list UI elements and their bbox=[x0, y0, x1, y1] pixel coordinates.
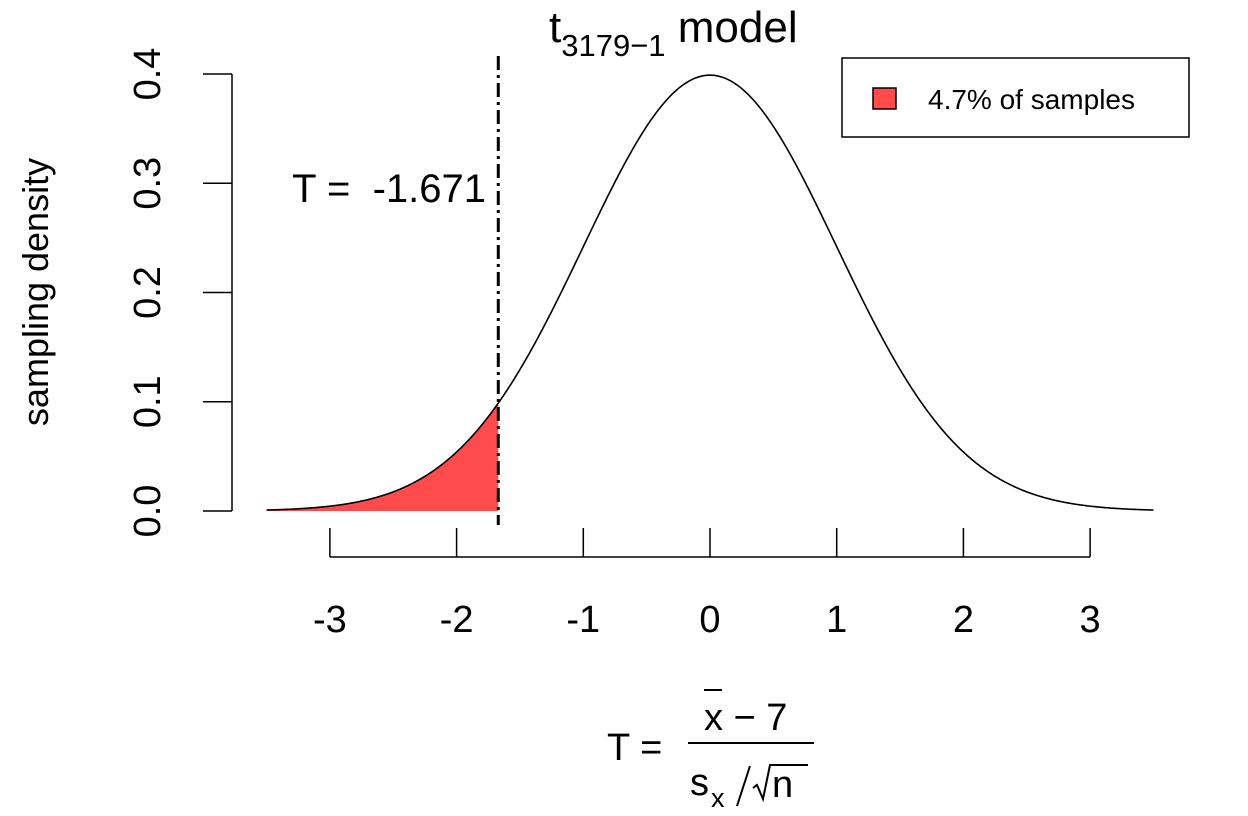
x-tick-label: 2 bbox=[953, 599, 974, 641]
x-tick-label: 3 bbox=[1080, 599, 1101, 641]
x-tick-label: -1 bbox=[566, 599, 600, 641]
legend-box bbox=[841, 57, 1190, 138]
chart-title: t3179−1 model bbox=[549, 3, 798, 63]
legend-label: 4.7% of samples bbox=[928, 84, 1135, 115]
y-tick-label: 0.3 bbox=[127, 157, 169, 210]
y-tick-label: 0.1 bbox=[127, 375, 169, 428]
x-label-numerator: x − 7 bbox=[704, 697, 787, 739]
x-label-lhs: T = bbox=[607, 727, 662, 769]
y-tick-label: 0.2 bbox=[127, 266, 169, 319]
density-curve bbox=[266, 74, 1154, 511]
x-axis-label: T = x − 7 s x n bbox=[607, 689, 814, 813]
sqrt-sign bbox=[752, 764, 808, 803]
x-label-denominator-sub: x bbox=[711, 783, 725, 813]
y-tick-label: 0.0 bbox=[127, 485, 169, 538]
y-axis-label: sampling density bbox=[15, 158, 56, 426]
y-tick-label: 0.4 bbox=[127, 48, 169, 101]
x-axis: -3 -2 -1 0 1 2 3 bbox=[313, 528, 1101, 641]
x-tick-label: 0 bbox=[699, 599, 720, 641]
legend-swatch bbox=[872, 87, 897, 110]
x-tick-label: -3 bbox=[313, 599, 347, 641]
shaded-tail-area bbox=[266, 403, 499, 511]
y-axis: 0.0 0.1 0.2 0.3 0.4 bbox=[127, 48, 233, 538]
legend: 4.7% of samples bbox=[841, 57, 1190, 138]
observed-t-label: T = -1.671 bbox=[292, 167, 486, 211]
x-tick-label: 1 bbox=[826, 599, 847, 641]
denominator-slash bbox=[736, 765, 751, 807]
x-label-denominator-n: n bbox=[772, 764, 793, 806]
x-tick-label: -2 bbox=[440, 599, 474, 641]
x-label-denominator-s: s bbox=[690, 762, 709, 804]
